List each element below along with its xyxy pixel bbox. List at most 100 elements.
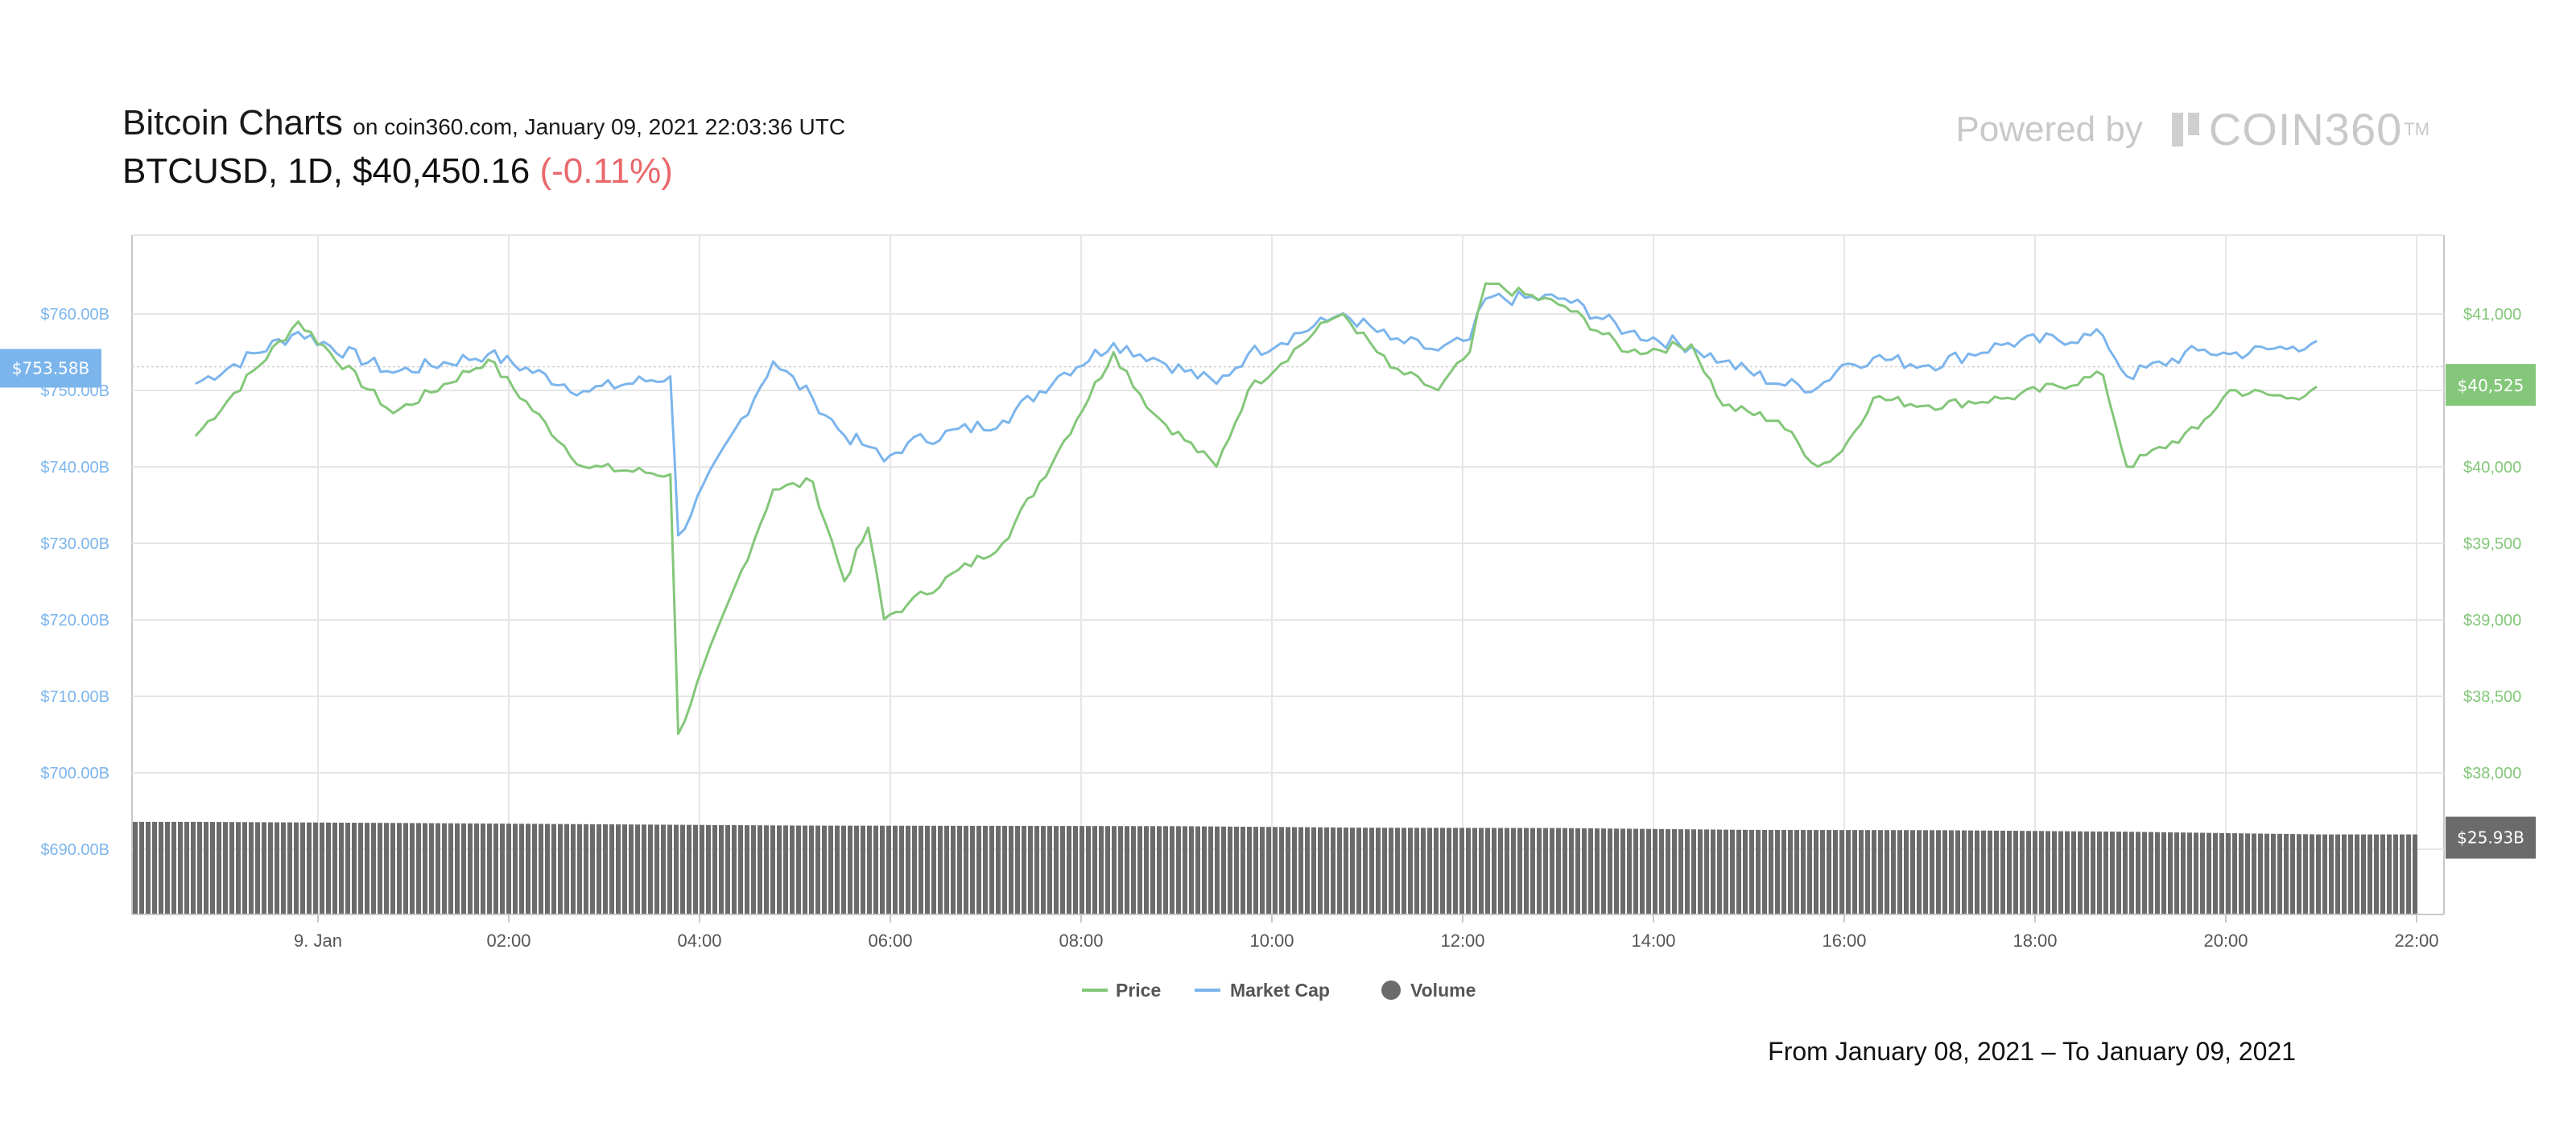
volume-bar: [2000, 830, 2005, 914]
volume-current-label: $25.93B: [2457, 828, 2524, 848]
price-current-label: $40,525: [2458, 376, 2524, 395]
volume-bar: [893, 825, 898, 914]
volume-bar: [1440, 828, 1445, 914]
volume-bar: [2297, 834, 2301, 914]
volume-bar: [532, 824, 537, 914]
volume-bar: [1994, 830, 1999, 914]
volume-bar: [1447, 828, 1451, 914]
volume-bar: [1305, 827, 1310, 914]
legend-volume-label[interactable]: Volume: [1410, 980, 1476, 1001]
ticker-change: (-0.11%): [539, 151, 673, 191]
volume-bar: [2181, 832, 2186, 914]
volume-bar: [1505, 828, 1509, 914]
volume-bar: [281, 822, 286, 914]
volume-bar: [1704, 829, 1709, 914]
volume-bar: [1685, 829, 1690, 914]
series-layer: [194, 282, 2318, 736]
volume-bar: [944, 825, 949, 914]
volume-bar: [1434, 828, 1439, 914]
volume-bar: [1678, 829, 1683, 914]
volume-bar: [1131, 826, 1136, 914]
right-axis-tick-label: $41,000: [2463, 306, 2521, 324]
volume-bar: [2226, 832, 2231, 914]
volume-bar: [603, 824, 608, 914]
volume-bar: [1414, 828, 1419, 914]
volume-bar: [378, 823, 382, 914]
volume-bar: [1820, 830, 1825, 914]
volume-bar: [1086, 826, 1091, 914]
ticker-symbol: BTCUSD, 1D: [122, 151, 333, 191]
volume-bar: [1711, 829, 1715, 914]
volume-bar: [2174, 832, 2179, 914]
volume-bar: [2194, 832, 2198, 914]
volume-bar: [204, 822, 208, 914]
volume-bar: [2303, 834, 2308, 914]
volume-bar: [429, 823, 434, 914]
page-subtitle: on coin360.com, January 09, 2021 22:03:3…: [353, 114, 846, 139]
volume-bar: [1827, 830, 1831, 914]
volume-bar: [1144, 826, 1149, 914]
volume-bar: [2142, 832, 2147, 914]
volume-bar: [1047, 826, 1052, 914]
volume-bar: [1698, 829, 1703, 914]
volume-bar: [519, 824, 524, 914]
volume-bar: [796, 825, 801, 914]
volume-bar: [790, 825, 795, 914]
volume-bar: [210, 822, 215, 914]
legend-market-cap-label[interactable]: Market Cap: [1230, 980, 1330, 1001]
volume-bar: [777, 825, 782, 914]
volume-bar: [1395, 828, 1400, 914]
volume-bar: [1054, 826, 1059, 914]
volume-bar: [976, 825, 981, 914]
volume-bar: [1331, 827, 1335, 914]
volume-bar: [2342, 834, 2347, 914]
market-cap-series-line: [195, 290, 2318, 537]
volume-bar: [1794, 830, 1799, 914]
volume-bar: [332, 822, 337, 914]
volume-bar: [1872, 830, 1876, 914]
volume-bar: [1897, 830, 1902, 914]
volume-bar: [848, 825, 852, 914]
volume-bar: [1002, 825, 1007, 914]
volume-bar: [513, 824, 518, 914]
volume-bar: [2033, 831, 2037, 914]
volume-bar: [2271, 833, 2276, 914]
volume-bar: [2013, 831, 2018, 914]
volume-bar: [1981, 830, 1986, 914]
volume-bar: [184, 821, 189, 914]
volume-bar: [551, 824, 556, 914]
volume-bar: [758, 825, 762, 914]
volume-bar: [1775, 829, 1780, 914]
volume-bar: [2026, 831, 2031, 914]
volume-bar: [1691, 829, 1696, 914]
volume-bar: [835, 825, 840, 914]
volume-bar: [487, 824, 492, 914]
volume-bar: [326, 822, 331, 914]
volume-bar: [1260, 827, 1265, 914]
volume-bar: [1183, 826, 1187, 914]
volume-bar: [609, 824, 614, 914]
volume-bar: [1241, 826, 1245, 914]
volume-bar: [1955, 830, 1960, 914]
volume-bar: [899, 825, 904, 914]
legend-price-label[interactable]: Price: [1116, 980, 1161, 1001]
volume-bar: [1582, 828, 1587, 914]
volume-bar: [468, 823, 473, 914]
x-axis-tick-label: 04:00: [677, 931, 721, 951]
volume-bar: [1492, 828, 1496, 914]
volume-bar: [822, 825, 827, 914]
badge-layer: $753.58B $40,525 $25.93B: [0, 349, 2536, 859]
volume-bar: [1756, 829, 1761, 914]
volume-bar: [352, 823, 357, 914]
volume-bar: [1807, 830, 1812, 914]
volume-bar: [1344, 828, 1348, 914]
volume-bar: [545, 824, 550, 914]
volume-bar: [983, 825, 988, 914]
volume-bar: [1247, 827, 1252, 914]
volume-bar: [629, 824, 634, 914]
volume-bar: [242, 822, 247, 914]
volume-bar: [1865, 830, 1870, 914]
volume-bar: [539, 824, 543, 914]
volume-bar: [1337, 827, 1342, 914]
